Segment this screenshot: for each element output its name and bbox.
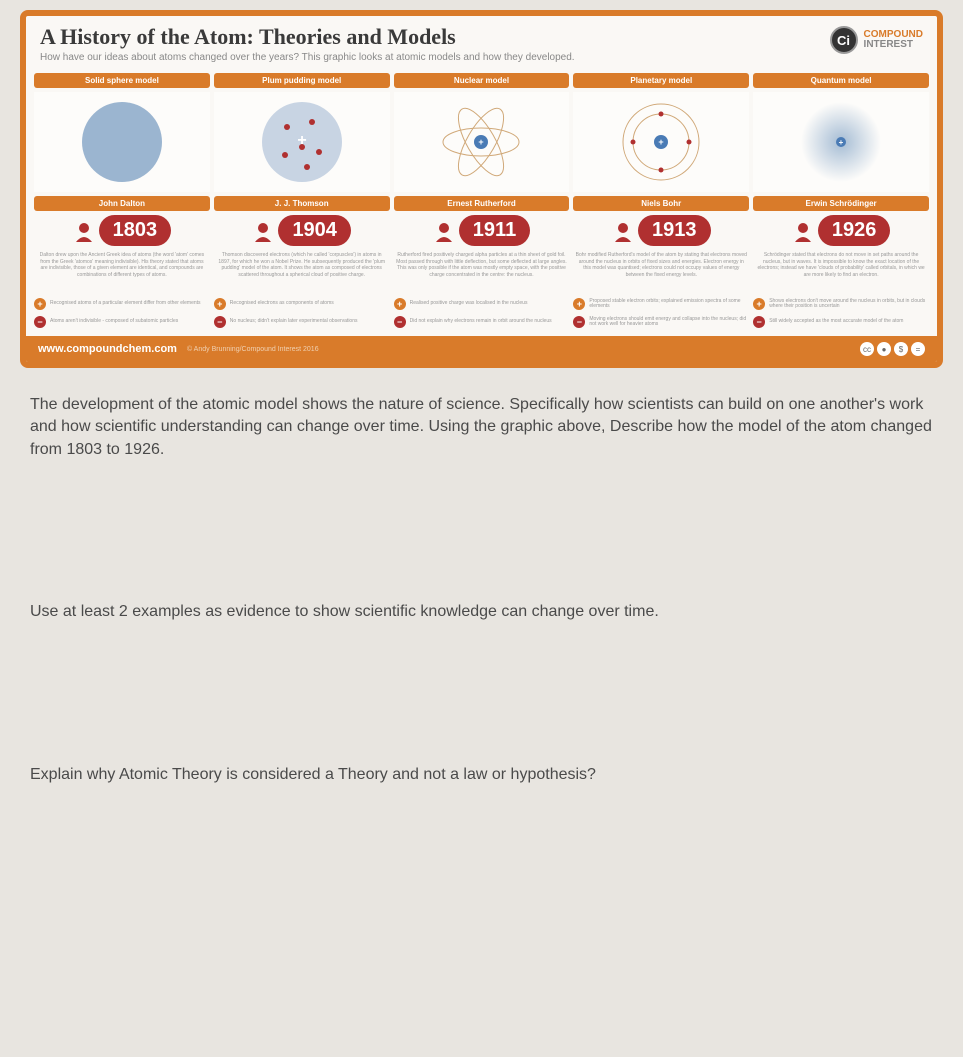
model-description: Bohr modified Rutherford's model of the … (573, 250, 749, 292)
scientist-avatar-icon (73, 220, 95, 242)
svg-text:+: + (839, 138, 844, 147)
plus-icon: + (573, 298, 585, 310)
nc-icon: $ (894, 342, 908, 356)
scientist-name: Erwin Schrödinger (753, 196, 929, 211)
year-row: 1803 (34, 215, 210, 246)
model-diagram: + (573, 92, 749, 192)
pro-row: + Shows electrons don't move around the … (753, 298, 929, 310)
infographic-header: A History of the Atom: Theories and Mode… (26, 16, 937, 69)
svg-text:+: + (479, 137, 484, 147)
model-column-2: Nuclear model + Ernest Rutherford 1911 R… (394, 73, 570, 328)
minus-icon: − (753, 316, 765, 328)
model-column-0: Solid sphere model John Dalton 1803 Dalt… (34, 73, 210, 328)
license-icons: cc ● $ = (860, 342, 925, 356)
year-pill: 1911 (459, 215, 530, 246)
scientist-avatar-icon (252, 220, 274, 242)
model-name: Planetary model (573, 73, 749, 88)
scientist-avatar-icon (612, 220, 634, 242)
year-pill: 1803 (99, 215, 172, 246)
con-row: − No nucleus; didn't explain later exper… (214, 316, 390, 328)
minus-icon: − (214, 316, 226, 328)
con-text: Moving electrons should emit energy and … (589, 317, 749, 328)
by-icon: ● (877, 342, 891, 356)
svg-text:+: + (659, 137, 664, 147)
brand-logo-icon: Ci (830, 26, 858, 54)
scientist-name: Ernest Rutherford (394, 196, 570, 211)
model-diagram: + (394, 92, 570, 192)
year-pill: 1913 (638, 215, 711, 246)
pro-text: Recognised atoms of a particular element… (50, 301, 210, 307)
model-description: Dalton drew upon the Ancient Greek idea … (34, 250, 210, 292)
question-2: Use at least 2 examples as evidence to s… (30, 601, 933, 623)
model-description: Thomson discovered electrons (which he c… (214, 250, 390, 292)
infographic-subtitle: How have our ideas about atoms changed o… (40, 52, 923, 63)
year-row: 1926 (753, 215, 929, 246)
model-diagram (34, 92, 210, 192)
year-row: 1913 (573, 215, 749, 246)
pro-text: Proposed stable electron orbits; explain… (589, 299, 749, 310)
question-3: Explain why Atomic Theory is considered … (30, 764, 933, 786)
con-row: − Did not explain why electrons remain i… (394, 316, 570, 328)
infographic-title: A History of the Atom: Theories and Mode… (40, 24, 923, 50)
pro-row: + Realised positive charge was localised… (394, 298, 570, 310)
con-row: − Moving electrons should emit energy an… (573, 316, 749, 328)
con-text: Atoms aren't indivisible - composed of s… (50, 319, 210, 325)
con-text: No nucleus; didn't explain later experim… (230, 319, 390, 325)
scientist-name: J. J. Thomson (214, 196, 390, 211)
pro-row: + Proposed stable electron orbits; expla… (573, 298, 749, 310)
minus-icon: − (34, 316, 46, 328)
question-1: The development of the atomic model show… (30, 394, 933, 461)
scientist-avatar-icon (792, 220, 814, 242)
model-diagram: + (753, 92, 929, 192)
model-column-3: Planetary model + Niels Bohr 1913 Bohr m… (573, 73, 749, 328)
footer-credit: © Andy Brunning/Compound Interest 2016 (187, 346, 860, 353)
scientist-name: John Dalton (34, 196, 210, 211)
model-description: Schrödinger stated that electrons do not… (753, 250, 929, 292)
infographic-panel: A History of the Atom: Theories and Mode… (20, 10, 943, 368)
brand-line2: INTEREST (864, 40, 923, 50)
year-row: 1904 (214, 215, 390, 246)
con-text: Did not explain why electrons remain in … (410, 319, 570, 325)
model-description: Rutherford fired positively charged alph… (394, 250, 570, 292)
model-column-1: Plum pudding model + J. J. Thomson 1904 … (214, 73, 390, 328)
nd-icon: = (911, 342, 925, 356)
infographic-footer: www.compoundchem.com © Andy Brunning/Com… (26, 336, 937, 362)
con-row: − Atoms aren't indivisible - composed of… (34, 316, 210, 328)
year-row: 1911 (394, 215, 570, 246)
pro-text: Recognised electrons as components of at… (230, 301, 390, 307)
brand-text: COMPOUND INTEREST (864, 30, 923, 50)
model-name: Solid sphere model (34, 73, 210, 88)
pro-text: Realised positive charge was localised i… (410, 301, 570, 307)
con-row: − Still widely accepted as the most accu… (753, 316, 929, 328)
plus-icon: + (753, 298, 765, 310)
cc-icon: cc (860, 342, 874, 356)
plus-icon: + (214, 298, 226, 310)
model-column-4: Quantum model + Erwin Schrödinger 1926 S… (753, 73, 929, 328)
model-name: Quantum model (753, 73, 929, 88)
minus-icon: − (394, 316, 406, 328)
model-columns: Solid sphere model John Dalton 1803 Dalt… (26, 69, 937, 336)
model-diagram: + (214, 92, 390, 192)
year-pill: 1904 (278, 215, 351, 246)
pro-row: + Recognised electrons as components of … (214, 298, 390, 310)
footer-url: www.compoundchem.com (38, 343, 177, 355)
plus-icon: + (34, 298, 46, 310)
pro-row: + Recognised atoms of a particular eleme… (34, 298, 210, 310)
model-name: Plum pudding model (214, 73, 390, 88)
scientist-avatar-icon (433, 220, 455, 242)
model-name: Nuclear model (394, 73, 570, 88)
minus-icon: − (573, 316, 585, 328)
pro-text: Shows electrons don't move around the nu… (769, 299, 929, 310)
plus-icon: + (394, 298, 406, 310)
scientist-name: Niels Bohr (573, 196, 749, 211)
brand-badge: Ci COMPOUND INTEREST (830, 26, 923, 54)
year-pill: 1926 (818, 215, 891, 246)
con-text: Still widely accepted as the most accura… (769, 319, 929, 325)
